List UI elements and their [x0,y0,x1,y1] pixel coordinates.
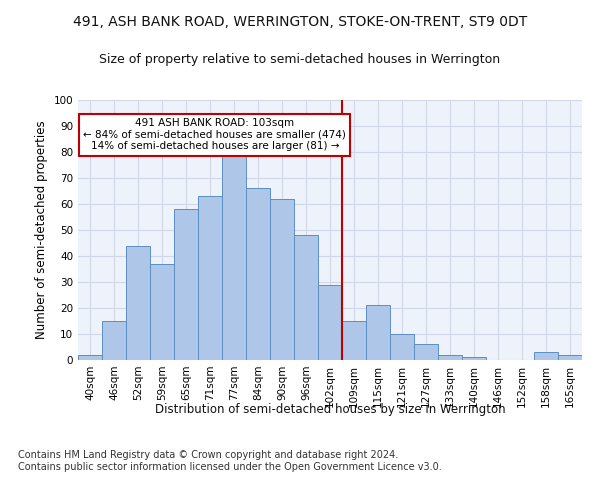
Bar [534,352,558,360]
Bar [246,188,270,360]
Bar [102,321,126,360]
Bar [318,284,342,360]
Bar [414,344,438,360]
Bar [198,196,222,360]
Bar [270,199,294,360]
Bar [558,355,582,360]
Bar [126,246,150,360]
Text: 491 ASH BANK ROAD: 103sqm
← 84% of semi-detached houses are smaller (474)
14% of: 491 ASH BANK ROAD: 103sqm ← 84% of semi-… [83,118,346,152]
Bar [78,355,102,360]
Bar [174,209,198,360]
Bar [294,235,318,360]
Text: Contains HM Land Registry data © Crown copyright and database right 2024.
Contai: Contains HM Land Registry data © Crown c… [18,450,442,471]
Text: 491, ASH BANK ROAD, WERRINGTON, STOKE-ON-TRENT, ST9 0DT: 491, ASH BANK ROAD, WERRINGTON, STOKE-ON… [73,15,527,29]
Bar [462,358,486,360]
Bar [438,355,462,360]
Bar [150,264,174,360]
Text: Size of property relative to semi-detached houses in Werrington: Size of property relative to semi-detach… [100,52,500,66]
Bar [222,152,246,360]
Bar [342,321,366,360]
Y-axis label: Number of semi-detached properties: Number of semi-detached properties [35,120,48,340]
Bar [366,306,390,360]
Text: Distribution of semi-detached houses by size in Werrington: Distribution of semi-detached houses by … [155,402,505,415]
Bar [390,334,414,360]
